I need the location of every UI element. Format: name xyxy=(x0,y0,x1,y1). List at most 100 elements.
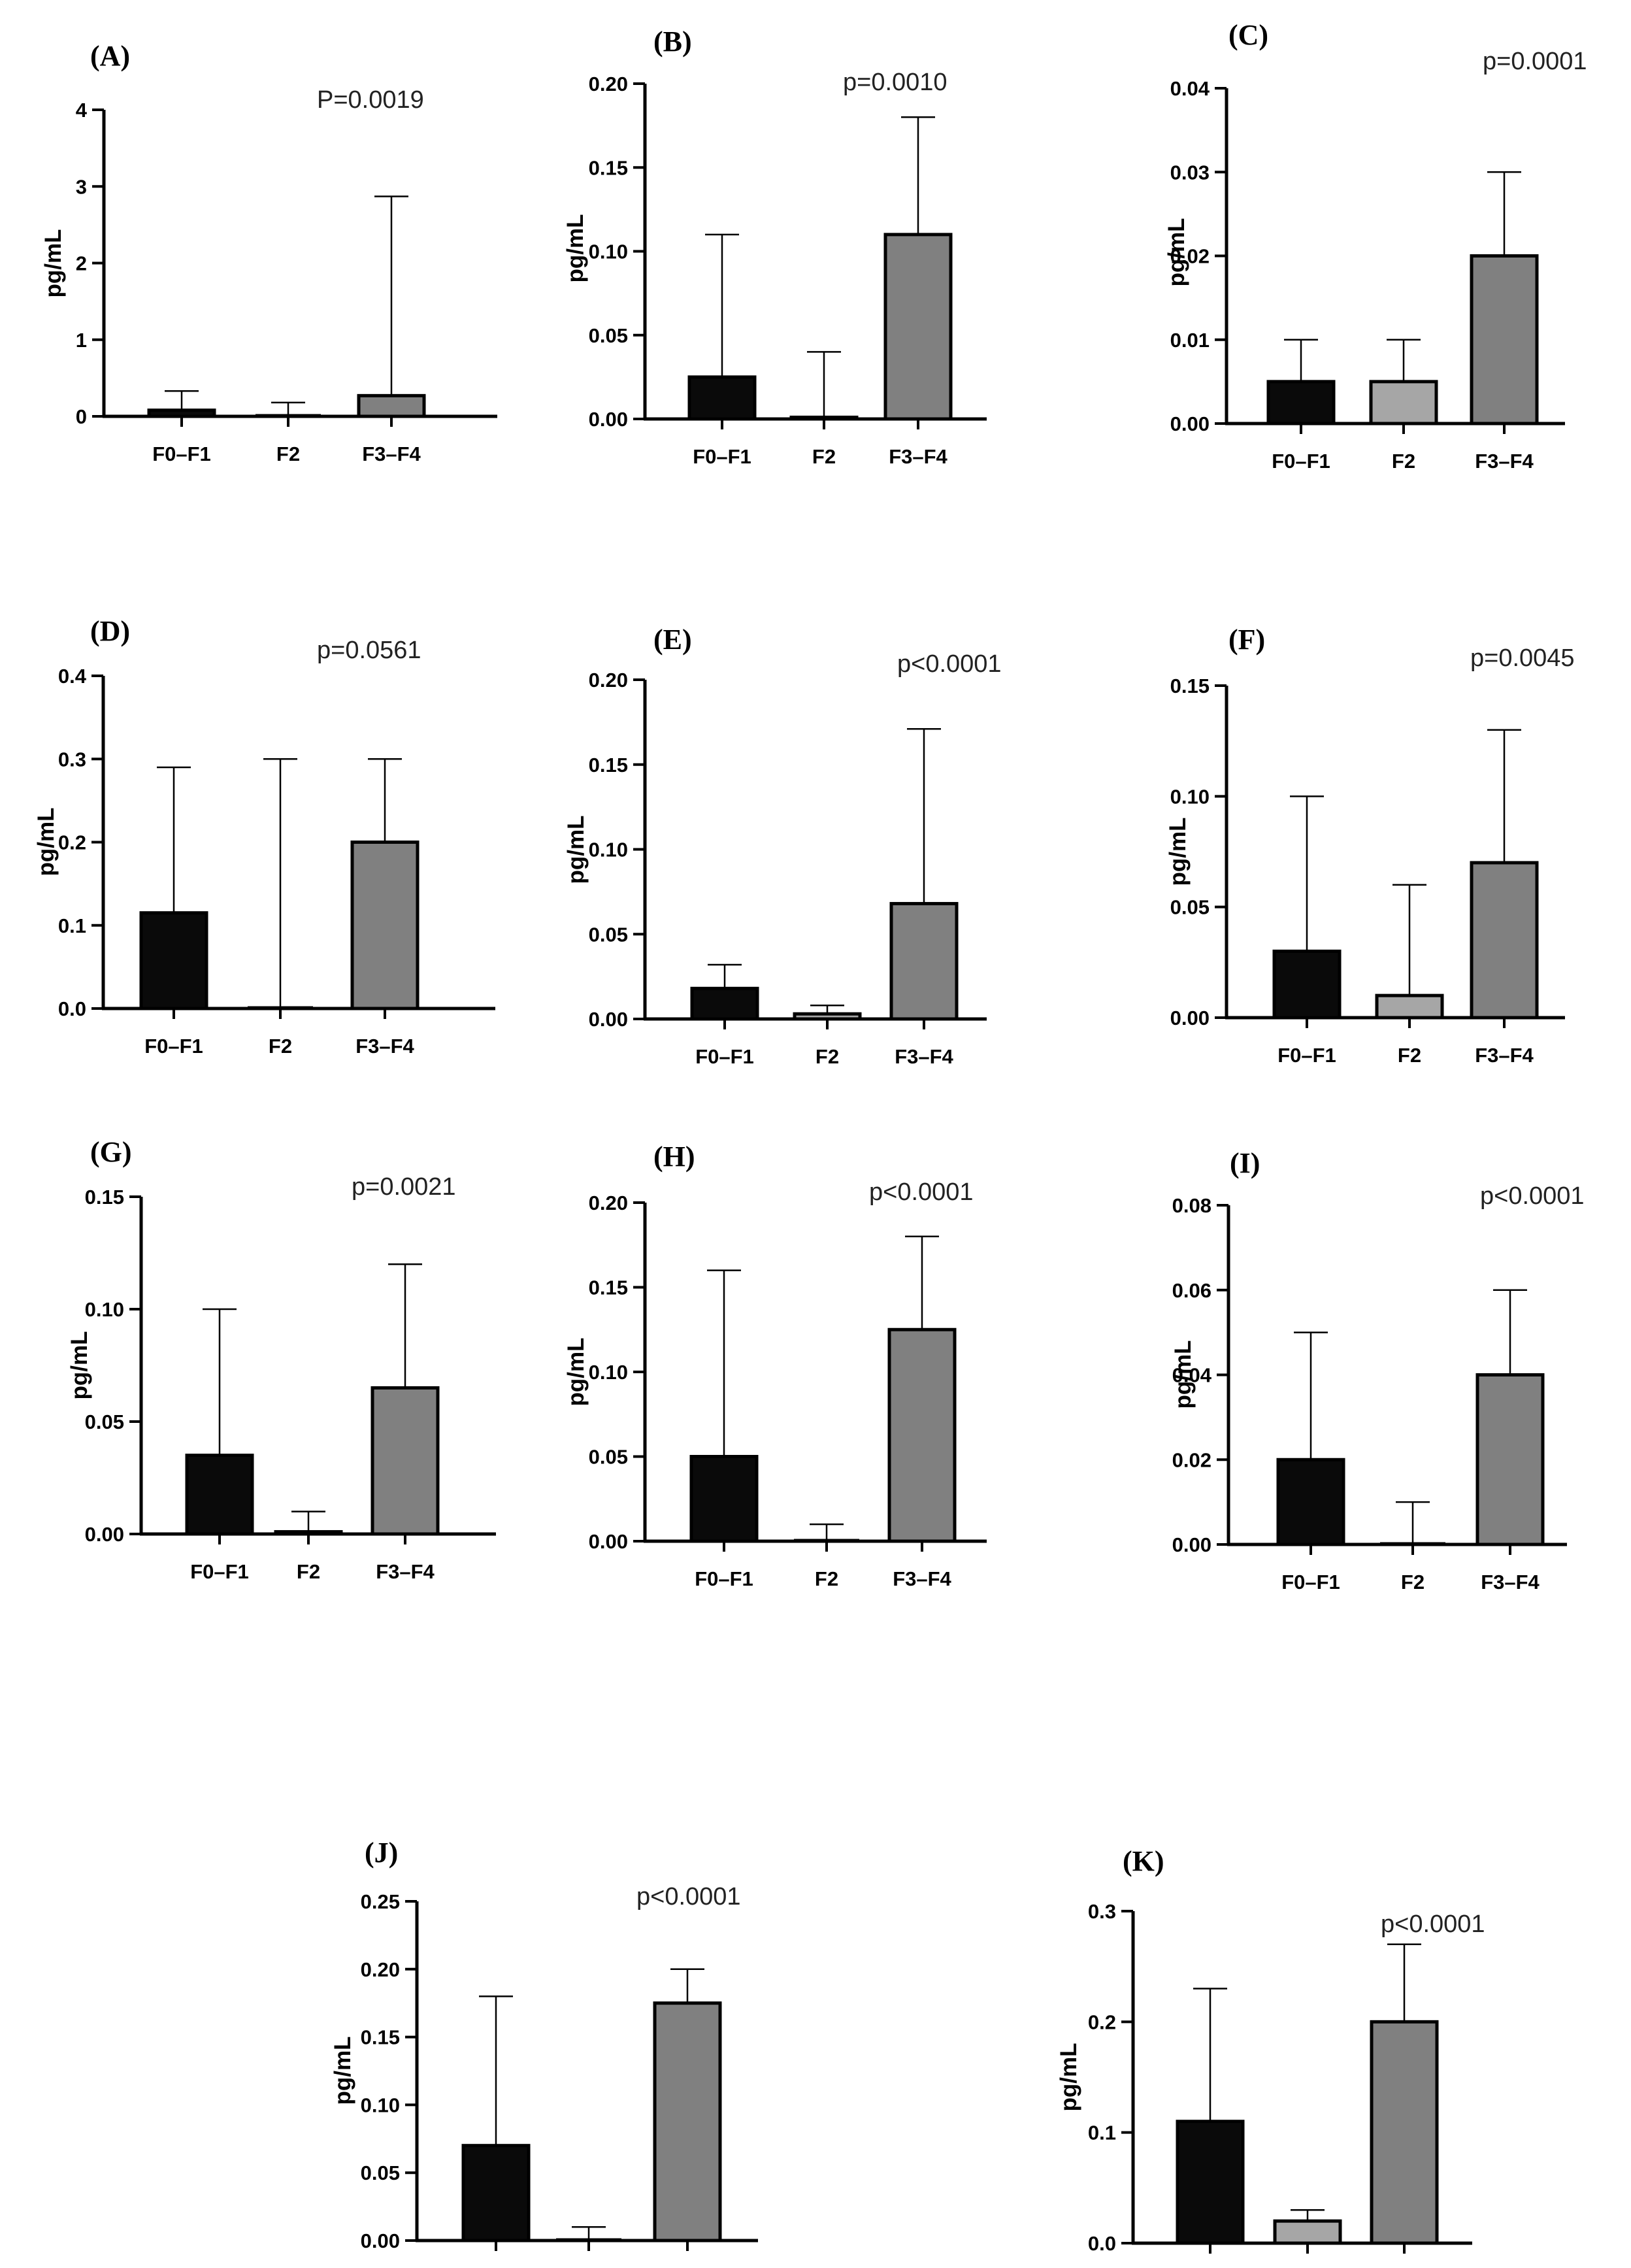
bar xyxy=(371,1386,440,1536)
y-axis-label: pg/mL xyxy=(67,1331,92,1400)
y-tick-label: 0.20 xyxy=(589,1192,628,1214)
bar xyxy=(1276,1458,1345,1546)
x-tick-label: F3–F4 xyxy=(376,1560,435,1583)
bar xyxy=(1375,993,1444,1020)
y-tick-label: 0.00 xyxy=(85,1523,124,1546)
y-tick-label: 0.00 xyxy=(589,1008,628,1031)
bar xyxy=(689,1455,759,1543)
y-tick-label: 0.10 xyxy=(589,1361,628,1384)
y-tick-label: 0.05 xyxy=(589,1446,628,1469)
p-value-label: p=0.0001 xyxy=(1483,48,1587,75)
bar xyxy=(889,902,959,1021)
y-tick-label: 0.00 xyxy=(589,408,628,431)
x-tick-label: F2 xyxy=(1392,450,1415,473)
x-tick-label: F3–F4 xyxy=(658,2267,717,2268)
y-tick-label: 0.15 xyxy=(1170,675,1210,697)
x-tick-label: F0–F1 xyxy=(695,1045,754,1068)
bar xyxy=(1273,2219,1342,2245)
x-tick-label: F0–F1 xyxy=(152,442,211,465)
panel-letter: (J) xyxy=(365,1837,398,1869)
y-tick-label: 0.0 xyxy=(1088,2232,1116,2255)
y-axis-label: pg/mL xyxy=(1164,218,1189,287)
bar xyxy=(687,375,757,421)
bar xyxy=(139,911,208,1010)
panel-letter: (E) xyxy=(653,624,692,656)
y-tick-label: 0.10 xyxy=(1170,785,1210,808)
y-tick-label: 0 xyxy=(76,405,87,428)
x-tick-label: F0–F1 xyxy=(1281,1571,1340,1593)
y-tick-label: 0.1 xyxy=(58,914,86,937)
y-tick-label: 0.05 xyxy=(589,324,628,347)
x-tick-label: F2 xyxy=(577,2267,601,2268)
chart-panel-j: (J) p<0.0001 pg/mL F0–F1 F2 F3–F4 0.00 0.05 0.10… xyxy=(330,1837,758,2268)
x-tick-label: F2 xyxy=(816,1045,839,1068)
y-tick-label: 0.05 xyxy=(589,923,628,946)
chart-panel-d: (D) p=0.0561 pg/mL F0–F1 F2 F3–F4 0.0 0.1 0.2 0.3… xyxy=(33,615,495,1058)
p-value-label: p=0.0561 xyxy=(317,637,421,664)
bar xyxy=(1470,861,1539,1020)
x-tick-label: F2 xyxy=(1398,1044,1421,1067)
y-tick-label: 3 xyxy=(76,175,87,198)
y-tick-label: 0.15 xyxy=(589,156,628,179)
p-value-label: p<0.0001 xyxy=(1381,1910,1485,1938)
x-tick-label: F0–F1 xyxy=(467,2267,525,2268)
chart-panel-a: (A) P=0.0019 pg/mL F0–F1 F2 F3–F4 0 1 2 3 4 xyxy=(41,40,497,465)
y-tick-label: 0.00 xyxy=(1170,412,1210,435)
x-tick-label: F0–F1 xyxy=(695,1567,753,1590)
y-axis-label: pg/mL xyxy=(33,808,59,876)
y-tick-label: 1 xyxy=(76,329,87,352)
y-tick-label: 0.3 xyxy=(1088,1900,1116,1923)
x-tick-label: F3–F4 xyxy=(1481,1571,1540,1593)
y-tick-label: 0.15 xyxy=(589,754,628,776)
y-tick-label: 0.4 xyxy=(58,665,87,688)
y-axis-label: pg/mL xyxy=(330,2037,355,2105)
panel-letter: (G) xyxy=(90,1136,132,1168)
panel-letter: (I) xyxy=(1230,1147,1260,1179)
bar xyxy=(1272,949,1342,1020)
p-value-label: p<0.0001 xyxy=(1480,1182,1585,1210)
x-tick-label: F2 xyxy=(812,445,836,468)
y-tick-label: 0.2 xyxy=(1088,2010,1116,2033)
p-value-label: p<0.0001 xyxy=(869,1178,974,1206)
y-tick-label: 0.15 xyxy=(361,2026,400,2049)
panel-letter: (K) xyxy=(1123,1845,1164,1877)
bar xyxy=(887,1327,957,1543)
y-tick-label: 0.06 xyxy=(1172,1279,1211,1302)
x-tick-label: F2 xyxy=(297,1560,320,1583)
panel-letter: (F) xyxy=(1228,624,1265,656)
bar xyxy=(1369,380,1438,425)
y-tick-label: 0.10 xyxy=(589,241,628,263)
y-tick-label: 0.04 xyxy=(1170,77,1210,100)
chart-panel-i: (I) p<0.0001 pg/mL F0–F1 F2 F3–F4 0.00 0.02 0.04… xyxy=(1170,1147,1585,1593)
bar xyxy=(357,393,426,418)
y-tick-label: 0.1 xyxy=(1088,2122,1116,2144)
y-tick-label: 0.04 xyxy=(1172,1364,1212,1387)
y-axis-label: pg/mL xyxy=(1056,2043,1081,2112)
y-tick-label: 0.02 xyxy=(1172,1448,1211,1471)
chart-panel-e: (E) p<0.0001 pg/mL F0–F1 F2 F3–F4 0.00 0.05 0.10… xyxy=(563,624,1002,1068)
y-tick-label: 0.20 xyxy=(361,1958,400,1981)
x-tick-label: F0–F1 xyxy=(144,1035,203,1058)
bar xyxy=(1470,254,1539,425)
y-axis-label: pg/mL xyxy=(1165,818,1191,886)
panel-letter: (C) xyxy=(1228,19,1268,51)
chart-panel-f: (F) p=0.0045 pg/mL F0–F1 F2 F3–F4 0.00 0.05 0.10… xyxy=(1165,624,1575,1067)
x-tick-label: F2 xyxy=(269,1035,292,1058)
y-tick-label: 0.15 xyxy=(85,1186,124,1209)
p-value-label: p=0.0010 xyxy=(843,69,947,96)
bar xyxy=(653,2001,722,2243)
y-tick-label: 4 xyxy=(76,99,88,122)
x-tick-label: F3–F4 xyxy=(355,1035,414,1058)
x-tick-label: F0–F1 xyxy=(1272,450,1330,473)
bar xyxy=(1370,2020,1439,2245)
y-tick-label: 0.00 xyxy=(589,1530,628,1553)
bar xyxy=(350,841,420,1010)
bar xyxy=(690,986,759,1021)
x-tick-label: F2 xyxy=(1401,1571,1425,1593)
y-tick-label: 0.00 xyxy=(1170,1007,1210,1029)
chart-panel-g: (G) p=0.0021 pg/mL F0–F1 F2 F3–F4 0.00 0.05 0.10… xyxy=(67,1136,496,1583)
x-tick-label: F3–F4 xyxy=(1475,450,1534,473)
x-tick-label: F0–F1 xyxy=(190,1560,249,1583)
x-tick-label: F2 xyxy=(276,442,300,465)
